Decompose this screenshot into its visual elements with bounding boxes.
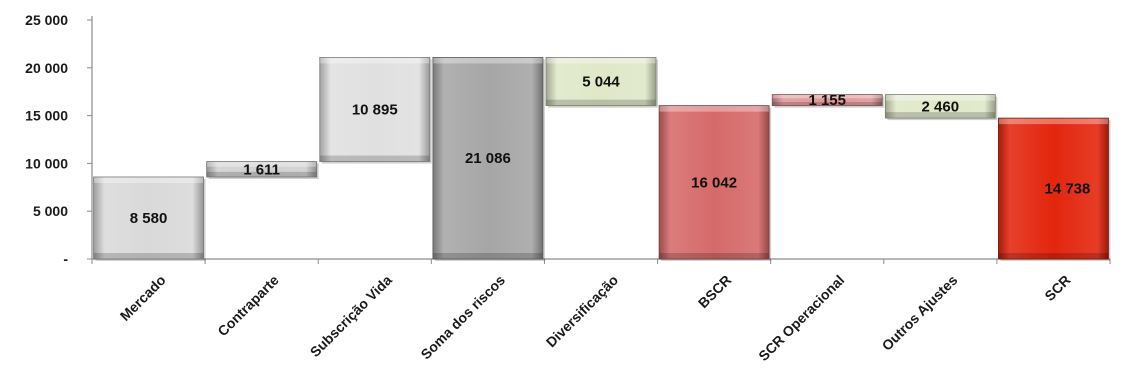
data-label: 8 580 — [130, 210, 168, 227]
bars — [93, 57, 1111, 261]
data-label: 1 611 — [243, 161, 280, 178]
category-label: Mercado — [117, 272, 169, 324]
y-tick-label: 20 000 — [25, 60, 68, 76]
y-tick-label: 25 000 — [25, 12, 68, 28]
category-label: SCR Operacional — [755, 272, 847, 364]
bar-7 — [884, 94, 998, 121]
category-label: Diversificação — [543, 272, 621, 350]
data-label: 5 044 — [582, 74, 620, 91]
category-label: Soma dos riscos — [417, 272, 508, 363]
y-tick-label: 10 000 — [25, 155, 68, 171]
bar-3 — [432, 57, 545, 261]
data-label: 16 042 — [691, 174, 737, 191]
category-label: BSCR — [695, 272, 734, 311]
y-tick-label: - — [63, 251, 68, 267]
category-label: Subscrição Vida — [307, 272, 395, 360]
bar-1 — [206, 161, 319, 179]
bar-0 — [93, 176, 206, 261]
y-tick-label: 15 000 — [25, 108, 68, 124]
bar-4 — [545, 57, 658, 108]
bar-5 — [658, 105, 772, 261]
data-label: 1 155 — [808, 92, 846, 109]
axes: - 5 000 10 000 15 000 20 000 25 000 — [25, 12, 1111, 267]
data-label: 14 738 — [1044, 181, 1090, 198]
category-label: Contraparte — [214, 272, 282, 340]
category-label: SCR — [1041, 272, 1073, 304]
category-labels: Mercado Contraparte Subscrição Vida Soma do… — [117, 272, 1074, 364]
data-label: 10 895 — [352, 101, 398, 118]
category-label: Outros Ajustes — [879, 272, 961, 354]
bar-2 — [319, 57, 432, 164]
y-tick-label: 5 000 — [33, 203, 68, 219]
bar-6 — [771, 94, 885, 108]
data-label: 2 460 — [922, 98, 960, 115]
data-label: 21 086 — [465, 150, 511, 167]
bar-8 — [998, 117, 1111, 261]
data-labels: 8 580 1 611 10 895 21 086 5 044 16 042 1 155 2 … — [130, 74, 1091, 227]
